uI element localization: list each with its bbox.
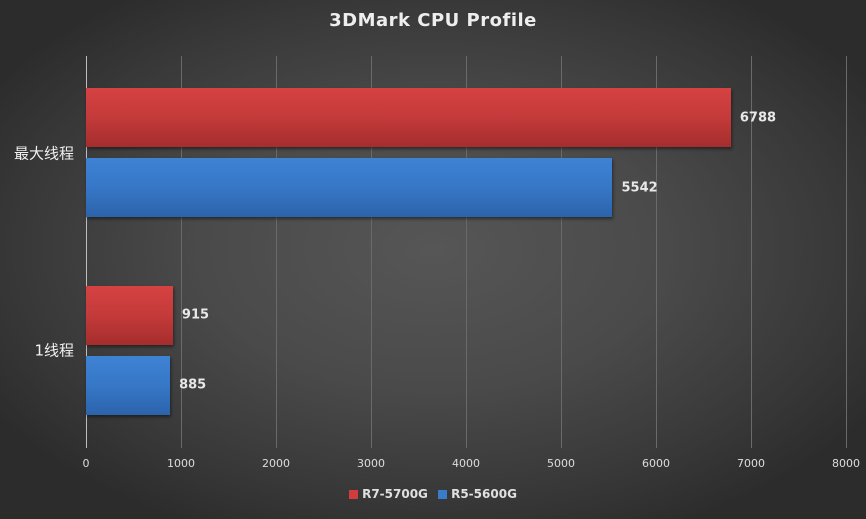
gridline-4000 — [466, 56, 467, 448]
gridline-3000 — [371, 56, 372, 448]
x-tick: 0 — [82, 457, 90, 470]
x-tick: 7000 — [737, 457, 765, 470]
x-tick: 8000 — [832, 457, 860, 470]
gridline-8000 — [846, 56, 847, 448]
gridline-1000 — [181, 56, 182, 448]
x-tick: 5000 — [547, 457, 575, 470]
x-tick: 2000 — [262, 457, 290, 470]
x-tick: 1000 — [167, 457, 195, 470]
data-label: 885 — [179, 377, 207, 393]
y-axis-line — [86, 56, 87, 448]
bar-r7-5700g-1-thread[interactable] — [86, 286, 173, 345]
x-tick: 3000 — [357, 457, 385, 470]
bar-r5-5600g-1-thread[interactable] — [86, 356, 171, 415]
gridline-7000 — [751, 56, 752, 448]
chart-title: 3DMark CPU Profile — [329, 10, 537, 31]
gridline-2000 — [276, 56, 277, 448]
gridline-5000 — [561, 56, 562, 448]
plot-area: 6788 5542 915 885 — [86, 56, 847, 448]
x-tick: 4000 — [452, 457, 480, 470]
data-label: 915 — [181, 307, 210, 323]
bar-r7-5700g-max-threads[interactable] — [86, 88, 731, 147]
legend-label: R5-5600G — [451, 487, 517, 501]
category-label-max-threads: 最大线程 — [13, 144, 74, 163]
data-label: 5542 — [621, 180, 658, 196]
blue-swatch-icon — [438, 489, 448, 499]
data-label: 6788 — [739, 110, 777, 126]
legend-item-r5-5600g[interactable]: R5-5600G — [438, 487, 517, 501]
x-tick: 6000 — [642, 457, 670, 470]
category-label-1-thread: 1线程 — [34, 341, 74, 360]
bar-r5-5600g-max-threads[interactable] — [86, 158, 613, 217]
red-swatch-icon — [349, 489, 359, 499]
legend-label: R7-5700G — [362, 487, 428, 501]
legend-item-r7-5700g[interactable]: R7-5700G — [349, 487, 428, 501]
gridline-6000 — [656, 56, 657, 448]
legend: R7-5700G R5-5600G — [0, 487, 866, 502]
